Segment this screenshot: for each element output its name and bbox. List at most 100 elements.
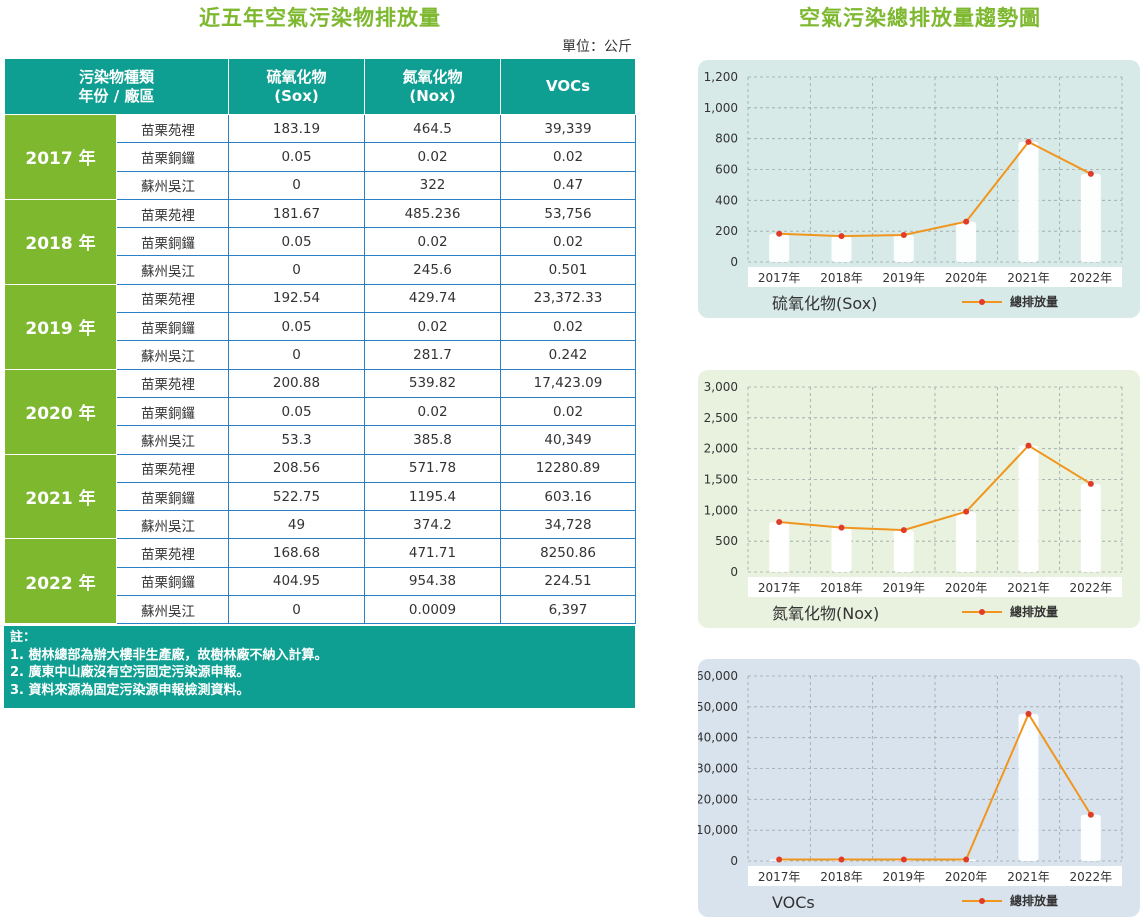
nox-cell: 374.2 <box>364 510 501 540</box>
vocs-cell: 0.47 <box>500 170 636 200</box>
nox-cell: 0.0009 <box>364 595 501 625</box>
vocs-cell: 53,756 <box>500 198 636 229</box>
vocs-cell: 8250.86 <box>500 538 636 568</box>
notes-box: 註： 1. 樹林總部為辦大樓非生產廠，故樹林廠不納入計算。 2. 廣東中山廠沒有… <box>4 626 635 708</box>
chart-axis-title: 氮氧化物(Nox) <box>772 604 879 623</box>
data-point <box>1087 811 1094 818</box>
year-cell: 2021 年 <box>4 453 117 540</box>
x-tick-label: 2018年 <box>820 581 863 595</box>
x-axis-band <box>748 866 1122 886</box>
value-column <box>893 530 914 572</box>
nox-cell: 0.02 <box>364 227 501 257</box>
nox-cell: 0.02 <box>364 142 501 172</box>
table-row: 苗栗銅鑼 522.75 1195.4 603.16 <box>5 481 636 512</box>
header-type-year: 污染物種類 年份 / 廠區 <box>4 58 229 115</box>
x-tick-label: 2020年 <box>945 870 988 884</box>
nox-cell: 0.02 <box>364 312 501 342</box>
vocs-cell: 224.51 <box>500 566 636 597</box>
x-axis-band <box>748 577 1122 597</box>
chart-section-title: 空氣污染總排放量趨勢圖 <box>799 6 1041 30</box>
x-tick-label: 2020年 <box>945 581 988 595</box>
sox-chart-panel: 0 200 400 600 800 1,000 1,200 2017年 2018年 2019年 20… <box>698 60 1140 318</box>
factory-cell: 苗栗銅鑼 <box>116 396 229 427</box>
y-tick-label: 1,200 <box>704 70 738 84</box>
table-body: 2017 年苗栗苑裡 183.19 464.5 39,339 苗栗銅鑼 0.05 0.02 0… <box>4 113 636 625</box>
factory-cell: 苗栗苑裡 <box>116 113 229 144</box>
y-tick-label: 0 <box>730 255 738 269</box>
header-year: 年份 / 廠區 <box>78 86 155 105</box>
x-tick-label: 2019年 <box>883 271 926 285</box>
header-sox: 硫氧化物 (Sox) <box>228 58 365 115</box>
vocs-cell: 39,339 <box>500 113 636 144</box>
sox-cell: 168.68 <box>228 538 365 568</box>
header-nox-name: 氮氧化物 <box>402 67 463 86</box>
table-row: 蘇州吳江 0 0.0009 6,397 <box>5 595 636 625</box>
vocs-cell: 34,728 <box>500 510 636 540</box>
year-cell: 2019 年 <box>4 283 117 370</box>
chart-axis-title: VOCs <box>772 893 815 912</box>
value-column <box>956 221 977 262</box>
y-tick-label: 800 <box>715 132 738 146</box>
nox-chart-panel: 0 500 1,000 1,500 2,000 2,500 3,000 2017年 2018年 2… <box>698 370 1140 628</box>
year-cell: 2020 年 <box>4 368 117 455</box>
vocs-cell: 6,397 <box>500 595 636 625</box>
value-column <box>1018 141 1039 262</box>
sox-cell: 0 <box>228 255 365 285</box>
factory-cell: 蘇州吳江 <box>116 340 229 370</box>
nox-chart: 0 500 1,000 1,500 2,000 2,500 3,000 2017年 2018年 2… <box>704 380 1123 623</box>
value-column <box>769 522 790 572</box>
data-point <box>776 230 783 237</box>
vocs-chart-panel: 0 10,000 20,000 30,000 40,000 50,000 60,000 201… <box>698 659 1140 917</box>
x-tick-label: 2017年 <box>758 870 801 884</box>
data-point <box>963 508 970 515</box>
x-tick-label: 2017年 <box>758 271 801 285</box>
factory-cell: 苗栗苑裡 <box>116 538 229 568</box>
emission-table: 污染物種類 年份 / 廠區 硫氧化物 (Sox) 氮氧化物 (Nox) VOCs… <box>4 58 636 625</box>
y-tick-label: 500 <box>715 534 738 548</box>
year-cell: 2022 年 <box>4 538 117 625</box>
table-row: 2021 年苗栗苑裡 208.56 571.78 12280.89 <box>4 453 636 540</box>
y-tick-label: 1,500 <box>704 473 738 487</box>
data-point <box>1025 710 1032 717</box>
x-tick-label: 2021年 <box>1007 870 1050 884</box>
data-point <box>963 856 970 863</box>
header-vocs: VOCs <box>500 58 636 115</box>
table-row: 蘇州吳江 49 374.2 34,728 <box>5 510 636 540</box>
vocs-cell: 40,349 <box>500 425 636 455</box>
table-row: 2019 年苗栗苑裡 192.54 429.74 23,372.33 <box>4 283 636 370</box>
value-column <box>769 233 790 262</box>
y-tick-label: 60,000 <box>698 669 738 683</box>
table-row: 2022 年苗栗苑裡 168.68 471.71 8250.86 <box>4 538 636 625</box>
table-row: 蘇州吳江 53.3 385.8 40,349 <box>5 425 636 455</box>
nox-cell: 429.74 <box>364 283 501 314</box>
nox-cell: 1195.4 <box>364 481 501 512</box>
table-row: 2017 年苗栗苑裡 183.19 464.5 39,339 <box>4 113 636 200</box>
factory-cell: 苗栗銅鑼 <box>116 142 229 172</box>
value-column <box>956 511 977 572</box>
x-tick-label: 2020年 <box>945 271 988 285</box>
series-line <box>779 711 1092 861</box>
data-point <box>900 527 907 534</box>
x-tick-label: 2018年 <box>820 870 863 884</box>
unit-label: 單位：公斤 <box>562 39 632 55</box>
sox-cell: 200.88 <box>228 368 365 398</box>
factory-cell: 苗栗苑裡 <box>116 283 229 314</box>
value-column <box>831 527 852 572</box>
x-tick-label: 2018年 <box>820 271 863 285</box>
factory-cell: 蘇州吳江 <box>116 425 229 455</box>
value-column <box>893 235 914 262</box>
x-tick-label: 2019年 <box>883 581 926 595</box>
sox-cell: 404.95 <box>228 566 365 597</box>
data-point <box>900 856 907 863</box>
data-point <box>963 218 970 225</box>
legend-marker <box>979 299 985 305</box>
y-tick-label: 3,000 <box>704 380 738 394</box>
x-tick-label: 2022年 <box>1070 581 1113 595</box>
sox-cell: 0.05 <box>228 227 365 257</box>
y-tick-label: 0 <box>730 565 738 579</box>
vocs-cell: 0.02 <box>500 396 636 427</box>
factory-cell: 蘇州吳江 <box>116 255 229 285</box>
note-2: 2. 廣東中山廠沒有空污固定污染源申報。 <box>10 665 250 680</box>
x-tick-label: 2021年 <box>1007 581 1050 595</box>
factory-cell: 苗栗銅鑼 <box>116 312 229 342</box>
